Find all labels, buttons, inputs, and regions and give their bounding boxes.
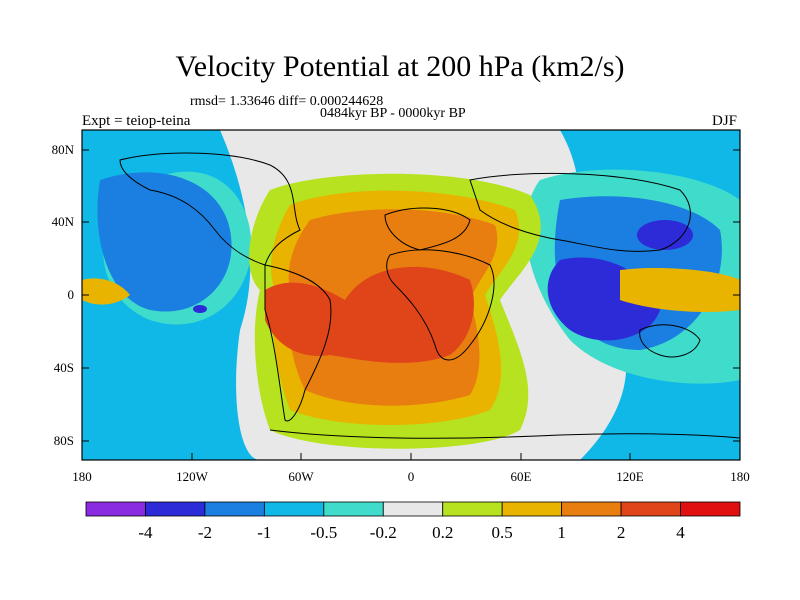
colorbar-label: -1: [257, 523, 271, 542]
field-darkblue-pacific: [637, 220, 693, 250]
colorbar-label: -4: [138, 523, 153, 542]
colorbar-swatch: [85, 501, 146, 517]
colorbar-swatch: [382, 501, 444, 517]
colorbar-label: 0.5: [492, 523, 513, 542]
lon-tick-label: 180: [72, 469, 92, 484]
lat-tick-label: 40S: [54, 360, 74, 375]
season-label: DJF: [712, 113, 738, 129]
field-positive-pacific-west: [82, 278, 130, 305]
colorbar: -4 -2 -1 -0.5 -0.2 0.2 0.5 1 2 4: [85, 501, 741, 542]
coastlines: [119, 152, 740, 439]
colorbar-label: -0.2: [370, 523, 397, 542]
stats-text: rmsd= 1.33646 diff= 0.000244628: [190, 94, 384, 109]
lon-tick-label: 60E: [511, 469, 532, 484]
colorbar-label: 2: [617, 523, 626, 542]
field-darkblue-small: [193, 305, 207, 313]
experiment-label: Expt = teiop-teina: [82, 113, 191, 129]
colorbar-swatch: [680, 501, 741, 517]
field-positive-pacific-east: [620, 268, 740, 312]
colorbar-label: -0.5: [310, 523, 337, 542]
colorbar-swatch: [561, 501, 622, 517]
lat-tick-label: 0: [68, 287, 75, 302]
colorbar-label: 0.2: [432, 523, 453, 542]
lon-tick-label: 120W: [176, 469, 209, 484]
colorbar-label: -2: [198, 523, 212, 542]
lon-tick-label: 120E: [616, 469, 644, 484]
field-blue-west: [97, 172, 232, 312]
contour-field: [82, 130, 740, 460]
colorbar-swatch: [620, 501, 681, 517]
lon-tick-label: 60W: [288, 469, 314, 484]
lat-tick-label: 80N: [52, 142, 75, 157]
field-positive-red: [265, 266, 474, 363]
colorbar-swatch: [442, 501, 503, 517]
lon-tick-label: 0: [408, 469, 415, 484]
colorbar-swatch: [145, 501, 206, 517]
lat-axis: 80N 40N 0 40S 80S: [52, 142, 740, 448]
colorbar-label: 1: [557, 523, 566, 542]
colorbar-swatch: [323, 501, 384, 517]
colorbar-swatch: [263, 501, 325, 517]
lon-tick-label: 180: [730, 469, 750, 484]
lat-tick-label: 40N: [52, 214, 75, 229]
colorbar-swatch: [501, 501, 563, 517]
lon-axis: 180 120W 60W 0 60E 120E 180: [72, 453, 750, 484]
chart-title: Velocity Potential at 200 hPa (km2/s): [175, 50, 625, 83]
period-text: 0484kyr BP - 0000kyr BP: [320, 106, 466, 121]
colorbar-label: 4: [676, 523, 685, 542]
lat-tick-label: 80S: [54, 433, 74, 448]
colorbar-swatch: [204, 501, 265, 517]
